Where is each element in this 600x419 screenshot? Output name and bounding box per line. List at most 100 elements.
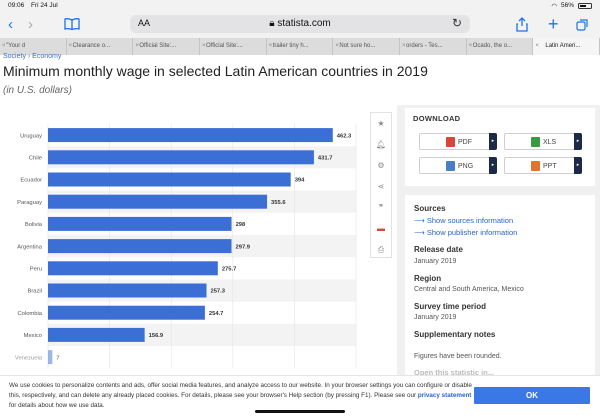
bar-chart: Uruguay 462.3 Chile 431.7 Ecuador 394 Paraguay… bbox=[15, 124, 357, 369]
privacy-statement-link[interactable]: privacy statement bbox=[417, 392, 472, 399]
browser-tab[interactable]: × Official Site:... bbox=[133, 38, 201, 55]
back-icon[interactable]: ‹ bbox=[8, 15, 13, 33]
tab-label: Official Site:... bbox=[139, 43, 177, 49]
value-label: 156.9 bbox=[149, 333, 164, 339]
close-tab-icon[interactable]: × bbox=[535, 43, 539, 49]
category-label: Venezuela bbox=[15, 355, 43, 361]
url-value: statista.com bbox=[277, 18, 331, 29]
value-label: 7 bbox=[56, 355, 59, 361]
bar bbox=[48, 350, 53, 365]
tab-label: Latin Ameri... bbox=[545, 43, 581, 49]
show-sources-label: Show sources information bbox=[426, 216, 514, 225]
forward-icon[interactable]: › bbox=[28, 15, 33, 33]
category-label: Brazil bbox=[28, 289, 43, 295]
survey-value: January 2019 bbox=[414, 314, 457, 321]
close-tab-icon[interactable]: × bbox=[335, 43, 339, 49]
value-label: 431.7 bbox=[318, 156, 333, 162]
pdf-icon bbox=[446, 137, 455, 147]
chevron-right-icon[interactable]: ▸ bbox=[489, 157, 497, 174]
browser-tab[interactable]: × Ocado, the o... bbox=[467, 38, 534, 55]
battery-icon bbox=[578, 2, 592, 9]
chevron-right-icon[interactable]: ▸ bbox=[574, 157, 582, 174]
close-tab-icon[interactable]: × bbox=[468, 43, 473, 49]
tab-label: Clearance o... bbox=[72, 43, 111, 49]
show-publisher-link[interactable]: ⟶ Show publisher information bbox=[414, 228, 517, 237]
browser-tab[interactable]: × "Your d bbox=[0, 38, 67, 55]
tab-label: trailer tiny h... bbox=[272, 43, 309, 49]
close-tab-icon[interactable]: × bbox=[202, 43, 206, 49]
browser-tab[interactable]: × Official Site:... bbox=[200, 38, 267, 55]
gear-icon[interactable]: ⚙ bbox=[377, 161, 385, 170]
value-label: 254.7 bbox=[209, 311, 224, 317]
download-xls-button[interactable]: XLS ▸ bbox=[504, 133, 582, 150]
chevron-right-icon[interactable]: ▸ bbox=[489, 133, 497, 150]
tabs-overview-icon[interactable] bbox=[576, 15, 589, 33]
close-tab-icon[interactable]: × bbox=[135, 43, 139, 49]
region-value: Central and South America, Mexico bbox=[414, 286, 524, 293]
release-value: January 2019 bbox=[414, 258, 457, 265]
share-icon[interactable] bbox=[516, 15, 528, 33]
category-label: Colombia bbox=[18, 311, 43, 317]
browser-tab[interactable]: × trailer tiny h... bbox=[267, 38, 334, 55]
breadcrumb[interactable]: Society › Economy bbox=[3, 53, 62, 60]
value-label: 297.9 bbox=[236, 244, 251, 250]
show-sources-link[interactable]: ⟶ Show sources information bbox=[414, 216, 513, 225]
share-icon[interactable]: ⋖ bbox=[377, 182, 385, 191]
value-label: 394 bbox=[295, 178, 305, 184]
tab-label: Not sure ho... bbox=[339, 43, 376, 49]
download-png-button[interactable]: PNG ▸ bbox=[419, 157, 497, 174]
address-bar[interactable]: AA 🔒︎ statista.com ↻ bbox=[130, 15, 470, 33]
region-heading: Region bbox=[414, 274, 442, 283]
sources-heading: Sources bbox=[414, 204, 446, 213]
status-time: 09:06 bbox=[8, 1, 25, 9]
browser-tab[interactable]: × orders - Tes... bbox=[400, 38, 467, 55]
bar bbox=[48, 216, 232, 231]
download-box: DOWNLOAD PDF ▸ XLS ▸ PNG ▸ PPT ▸ bbox=[405, 108, 595, 186]
browser-tab[interactable]: × Not sure ho... bbox=[333, 38, 401, 55]
chart-tools: ★ 🔔︎ ⚙ ⋖ ❞ ▬ ⎙ bbox=[370, 112, 392, 258]
print-icon[interactable]: ⎙ bbox=[377, 245, 385, 254]
bar bbox=[48, 172, 291, 187]
reader-aa-button[interactable]: AA bbox=[138, 18, 151, 28]
value-label: 355.6 bbox=[271, 200, 286, 206]
reload-icon[interactable]: ↻ bbox=[451, 16, 462, 30]
bar bbox=[48, 150, 314, 165]
category-label: Peru bbox=[30, 267, 42, 273]
show-publisher-label: Show publisher information bbox=[426, 228, 518, 237]
value-label: 257.3 bbox=[210, 289, 225, 295]
star-icon[interactable]: ★ bbox=[377, 119, 385, 128]
download-ppt-button[interactable]: PPT ▸ bbox=[504, 157, 582, 174]
quote-icon[interactable]: ❞ bbox=[378, 203, 384, 212]
download-ppt-label: PPT bbox=[543, 162, 557, 170]
close-tab-icon[interactable]: × bbox=[68, 43, 73, 49]
flag-icon[interactable]: ▬ bbox=[377, 224, 385, 233]
close-tab-icon[interactable]: × bbox=[2, 43, 6, 49]
new-tab-icon[interactable]: + bbox=[548, 13, 559, 34]
browser-tab[interactable]: × Clearance o... bbox=[67, 38, 134, 55]
close-tab-icon[interactable]: × bbox=[268, 43, 273, 49]
supplementary-heading: Supplementary notes bbox=[414, 330, 496, 339]
supplementary-value: Figures have been rounded. bbox=[414, 353, 502, 360]
tab-label: "Your d bbox=[6, 43, 26, 49]
close-tab-icon[interactable]: × bbox=[402, 43, 406, 49]
bar bbox=[48, 283, 207, 298]
download-pdf-label: PDF bbox=[458, 138, 472, 146]
bell-icon[interactable]: 🔔︎ bbox=[375, 140, 387, 149]
download-xls-label: XLS bbox=[543, 138, 557, 146]
cookie-text-after-link: for details about how we use data. bbox=[9, 402, 105, 409]
value-label: 462.3 bbox=[337, 133, 352, 139]
category-label: Bolivia bbox=[25, 222, 43, 228]
arrow-right-icon: ⟶ bbox=[414, 228, 427, 237]
ppt-icon bbox=[531, 161, 540, 171]
page-title: Minimum monthly wage in selected Latin A… bbox=[3, 63, 428, 79]
chevron-right-icon[interactable]: ▸ bbox=[574, 133, 582, 150]
download-pdf-button[interactable]: PDF ▸ bbox=[419, 133, 497, 150]
status-date: Fri 24 Jul bbox=[31, 1, 58, 9]
png-icon bbox=[446, 161, 455, 171]
cookie-ok-button[interactable]: OK bbox=[474, 387, 590, 404]
open-statistic-heading: Open this statistic in... bbox=[414, 368, 495, 377]
survey-heading: Survey time period bbox=[414, 302, 487, 311]
browser-tab[interactable]: × Latin Ameri... bbox=[533, 38, 600, 55]
bookmarks-icon[interactable] bbox=[64, 15, 80, 33]
release-heading: Release date bbox=[414, 245, 463, 254]
